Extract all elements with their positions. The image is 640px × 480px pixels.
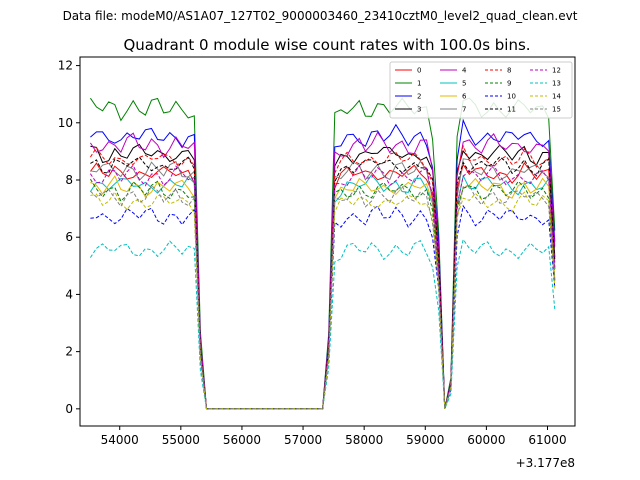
- legend-label-9: 9: [507, 80, 511, 88]
- legend-label-6: 6: [462, 93, 467, 101]
- series-line-4: [89, 131, 556, 410]
- x-offset-label: +3.177e8: [516, 456, 575, 470]
- legend-label-15: 15: [552, 106, 561, 114]
- y-tick-label: 8: [65, 173, 73, 187]
- x-tick-label: 54000: [101, 433, 139, 447]
- series-line-0: [89, 162, 556, 410]
- series-line-6: [90, 175, 556, 410]
- legend-label-10: 10: [507, 93, 516, 101]
- legend-label-3: 3: [417, 106, 421, 114]
- x-tick-label: 56000: [223, 433, 261, 447]
- y-tick-label: 2: [65, 345, 73, 359]
- series-line-2: [90, 118, 556, 410]
- legend-label-1: 1: [417, 80, 421, 88]
- legend-label-0: 0: [417, 67, 421, 75]
- legend-label-8: 8: [507, 67, 511, 75]
- axes-frame: [79, 56, 576, 427]
- series-line-10: [90, 204, 556, 410]
- y-tick-label: 10: [58, 116, 73, 130]
- x-tick-label: 59000: [406, 433, 444, 447]
- x-tick-label: 61000: [528, 433, 566, 447]
- x-tick-label: 55000: [162, 433, 200, 447]
- series-line-11: [90, 156, 556, 410]
- legend-label-14: 14: [552, 93, 561, 101]
- series-line-15: [90, 184, 556, 410]
- legend-label-2: 2: [417, 93, 421, 101]
- y-tick-label: 4: [65, 287, 73, 301]
- legend-label-7: 7: [462, 106, 466, 114]
- y-tick-label: 12: [58, 59, 73, 73]
- y-tick-label: 6: [65, 230, 73, 244]
- legend-label-11: 11: [507, 106, 516, 114]
- x-tick-label: 60000: [467, 433, 505, 447]
- y-tick-label: 0: [65, 402, 73, 416]
- legend-label-13: 13: [552, 80, 561, 88]
- series-line-14: [90, 191, 556, 410]
- x-tick-label: 58000: [345, 433, 383, 447]
- series-line-13: [89, 238, 556, 410]
- legend-label-5: 5: [462, 80, 466, 88]
- legend-label-4: 4: [462, 67, 467, 75]
- series-layer: [89, 97, 556, 410]
- chart-title: Quadrant 0 module wise count rates with …: [123, 36, 530, 54]
- series-line-12: [89, 164, 556, 410]
- series-line-5: [89, 173, 556, 410]
- chart-suptitle: Data file: modeM0/AS1A07_127T02_90000034…: [63, 9, 578, 23]
- x-tick-label: 57000: [284, 433, 322, 447]
- legend-label-12: 12: [552, 67, 561, 75]
- legend-box: [389, 61, 573, 119]
